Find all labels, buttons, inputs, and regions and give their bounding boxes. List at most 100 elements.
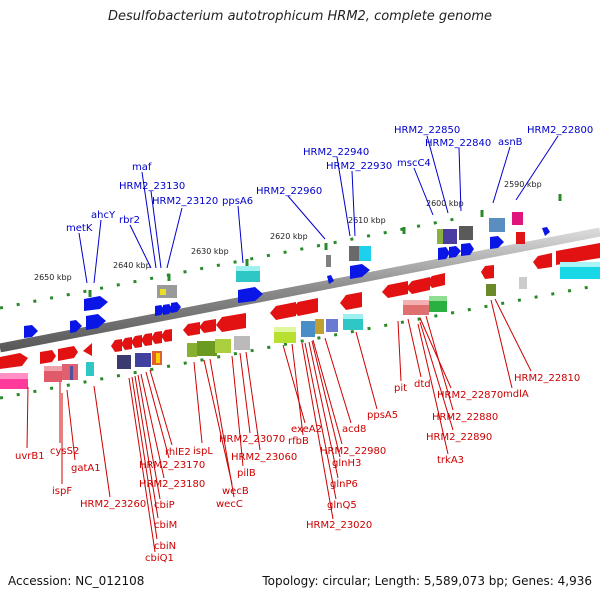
gene-arrow [216, 313, 246, 332]
gene-arrow [58, 346, 78, 361]
gene-arrow [481, 265, 494, 279]
gene-label: ppsA5 [367, 410, 398, 421]
gene-label: HRM2_22840 [425, 138, 491, 149]
gene-arrow [533, 253, 552, 269]
gene-label: mdlA [503, 389, 529, 400]
gene-arrow [141, 333, 152, 346]
gene-arrow [151, 331, 162, 344]
feature-box [326, 319, 338, 332]
gene-label: ispF [52, 486, 72, 497]
feature-box [489, 218, 505, 232]
gene-label: HRM2_23070 [219, 434, 285, 445]
gene-arrow [461, 243, 474, 256]
gene-label: glnP6 [330, 479, 358, 490]
gene-arrow [84, 296, 108, 311]
gene-arrow [70, 320, 82, 333]
gene-label: HRM2_22980 [320, 446, 386, 457]
gene-label: uvrB1 [15, 451, 45, 462]
feature-box [156, 353, 160, 363]
forward-leader-lines [78, 135, 559, 284]
reverse-genes [0, 243, 600, 369]
feature-box [86, 362, 94, 376]
gene-label: HRM2_22940 [303, 147, 369, 158]
feature-box [326, 255, 331, 267]
map-title: Desulfobacterium autotrophicum HRM2, com… [107, 9, 493, 24]
forward-features [157, 212, 525, 298]
gene-arrow [171, 302, 181, 313]
gene-label: ahcY [91, 210, 116, 221]
gene-label: HRM2_23170 [139, 460, 205, 471]
gene-label: metK [66, 223, 93, 234]
gene-label: pit [394, 383, 407, 394]
feature-box [519, 277, 527, 289]
feature-box [0, 373, 28, 379]
feature-box [187, 343, 197, 357]
feature-box [44, 366, 62, 371]
gene-label: ppsA6 [222, 196, 253, 207]
gene-arrow [449, 246, 461, 258]
gene-label: trkA3 [437, 455, 464, 466]
feature-box [512, 212, 523, 225]
feature-box [429, 296, 447, 301]
feature-box [236, 266, 260, 271]
gene-label: cbiP [154, 500, 175, 511]
gene-label: glnH3 [332, 458, 361, 469]
gene-label: gatA1 [71, 463, 101, 474]
gene-label: ispL [193, 446, 213, 457]
scale-label: 2610 kbp [348, 216, 386, 225]
gene-arrow [24, 325, 38, 338]
gene-label: HRM2_23020 [306, 520, 372, 531]
feature-box [135, 353, 151, 367]
gene-label: HRM2_22930 [326, 161, 392, 172]
gene-label: HRM2_23060 [231, 452, 297, 463]
scale-ticks [88, 194, 562, 297]
scale-labels: 2650 kbp 2640 kbp 2630 kbp 2620 kbp 2610… [34, 180, 542, 282]
scale-label: 2590 kbp [504, 180, 542, 189]
gene-label: mscC4 [397, 158, 431, 169]
feature-box [315, 319, 324, 334]
feature-box [403, 300, 429, 305]
forward-genes [24, 227, 550, 338]
feature-box [70, 366, 73, 380]
gene-label: pilB [237, 468, 256, 479]
scale-label: 2620 kbp [270, 232, 308, 241]
gene-label: HRM2_22960 [256, 186, 322, 197]
gene-label: rfbB [288, 436, 309, 447]
gene-label: asnB [498, 137, 523, 148]
feature-box [459, 226, 473, 240]
gene-arrow [382, 281, 408, 298]
feature-box [516, 232, 525, 244]
genome-backbone [0, 227, 600, 353]
gene-arrow [0, 353, 28, 369]
gene-arrow [86, 314, 106, 330]
gene-label: cbiQ1 [145, 553, 174, 564]
feature-box [560, 262, 600, 267]
feature-box [274, 327, 296, 332]
gene-label: HRM2_22870 [437, 390, 503, 401]
gene-arrow [155, 305, 165, 316]
gene-arrow [438, 247, 450, 260]
gene-arrow [131, 335, 142, 348]
gene-arrow [40, 350, 56, 364]
gene-arrow [238, 287, 263, 303]
scale-label: 2650 kbp [34, 273, 72, 282]
topology-text: Topology: circular; Length: 5,589,073 bp… [262, 574, 592, 588]
gene-label: HRM2_23180 [139, 479, 205, 490]
gene-arrow [340, 292, 362, 310]
gene-label: HRM2_23120 [152, 196, 218, 207]
gene-label: HRM2_22890 [426, 432, 492, 443]
gene-label: rhlE2 [165, 447, 191, 458]
gene-label: HRM2_22810 [514, 373, 580, 384]
gene-arrow [111, 339, 122, 352]
feature-box [349, 246, 359, 261]
gene-arrow [183, 322, 200, 336]
gene-label: HRM2_22800 [527, 125, 593, 136]
gene-arrow [490, 236, 504, 249]
gene-arrow [350, 264, 370, 279]
feature-box [234, 336, 250, 350]
accession-text: Accession: NC_012108 [8, 574, 145, 588]
gene-label: HRM2_22880 [432, 412, 498, 423]
feature-box [301, 321, 315, 337]
feature-box [160, 289, 166, 295]
feature-box [486, 284, 496, 296]
